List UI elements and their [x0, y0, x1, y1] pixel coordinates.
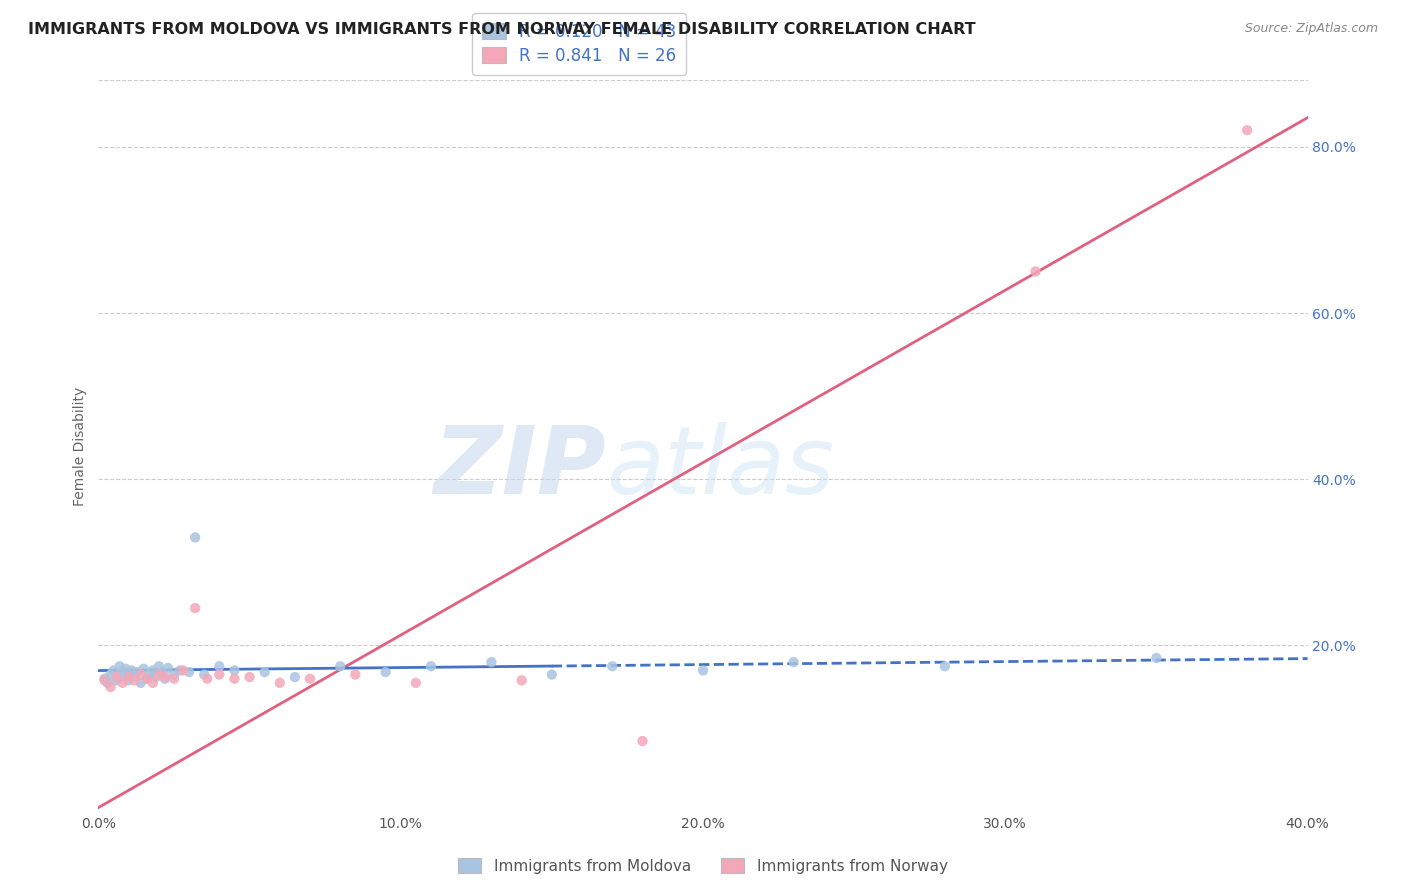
Point: [124, 673, 146, 688]
Point: [179, 665, 201, 679]
Point: [344, 667, 367, 681]
Point: [224, 672, 246, 686]
Point: [156, 661, 179, 675]
Point: [129, 676, 152, 690]
Point: [100, 667, 122, 681]
Point: [510, 673, 533, 688]
Point: [631, 734, 654, 748]
Point: [208, 667, 231, 681]
Text: IMMIGRANTS FROM MOLDOVA VS IMMIGRANTS FROM NORWAY FEMALE DISABILITY CORRELATION : IMMIGRANTS FROM MOLDOVA VS IMMIGRANTS FR…: [28, 22, 976, 37]
Text: ZIP: ZIP: [433, 422, 606, 514]
Point: [111, 665, 134, 679]
Point: [193, 667, 215, 681]
Point: [118, 667, 141, 681]
Y-axis label: Female Disability: Female Disability: [73, 386, 87, 506]
Point: [239, 670, 262, 684]
Point: [142, 664, 165, 678]
Point: [329, 659, 352, 673]
Point: [118, 670, 141, 684]
Point: [163, 672, 186, 686]
Point: [284, 670, 307, 684]
Point: [224, 664, 246, 678]
Point: [127, 665, 149, 679]
Point: [169, 664, 191, 678]
Point: [96, 676, 118, 690]
Point: [1024, 264, 1046, 278]
Point: [105, 673, 128, 688]
Point: [1236, 123, 1258, 137]
Legend: R = 0.120   N = 43, R = 0.841   N = 26: R = 0.120 N = 43, R = 0.841 N = 26: [472, 12, 686, 75]
Point: [111, 676, 134, 690]
Point: [124, 669, 146, 683]
Point: [108, 670, 131, 684]
Point: [184, 530, 207, 544]
Point: [374, 665, 396, 679]
Point: [195, 672, 218, 686]
Point: [93, 672, 115, 686]
Point: [135, 672, 157, 686]
Point: [105, 670, 128, 684]
Point: [148, 667, 170, 681]
Point: [108, 659, 131, 673]
Point: [253, 665, 276, 679]
Point: [148, 659, 170, 673]
Point: [139, 667, 162, 681]
Text: atlas: atlas: [606, 423, 835, 514]
Point: [145, 670, 167, 684]
Point: [934, 659, 956, 673]
Point: [153, 670, 176, 684]
Point: [299, 672, 322, 686]
Point: [692, 664, 714, 678]
Point: [153, 672, 176, 686]
Point: [135, 672, 157, 686]
Point: [100, 680, 122, 694]
Point: [132, 662, 155, 676]
Point: [121, 664, 143, 678]
Point: [172, 664, 194, 678]
Point: [540, 667, 562, 681]
Point: [269, 676, 291, 690]
Point: [783, 655, 806, 669]
Legend: Immigrants from Moldova, Immigrants from Norway: Immigrants from Moldova, Immigrants from…: [453, 852, 953, 880]
Point: [150, 665, 173, 679]
Point: [602, 659, 624, 673]
Text: Source: ZipAtlas.com: Source: ZipAtlas.com: [1244, 22, 1378, 36]
Point: [481, 655, 503, 669]
Point: [208, 659, 231, 673]
Point: [103, 664, 125, 678]
Point: [405, 676, 427, 690]
Point: [129, 667, 152, 681]
Point: [93, 673, 115, 688]
Point: [114, 662, 136, 676]
Point: [118, 673, 141, 688]
Point: [163, 667, 186, 681]
Point: [184, 601, 207, 615]
Point: [142, 676, 165, 690]
Point: [420, 659, 443, 673]
Point: [1144, 651, 1167, 665]
